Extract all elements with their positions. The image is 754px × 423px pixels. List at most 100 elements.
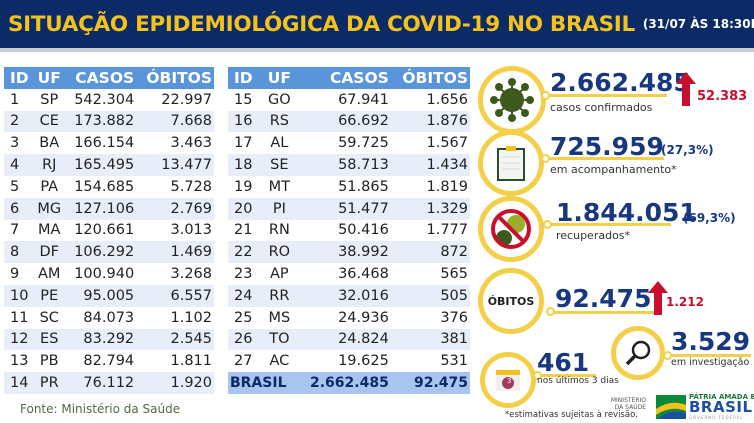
row-uf: PI (262, 197, 297, 220)
row-uf: ES (33, 328, 65, 351)
table-row: 11 SC 84.073 1.102 (4, 307, 214, 329)
row-uf: GO (268, 91, 291, 108)
row-uf: AL (270, 135, 289, 152)
row-cases: 95.005 (64, 284, 137, 307)
magnifier-icon (611, 326, 665, 380)
calendar-icon: 3 (480, 352, 536, 408)
source-note: Fonte: Ministério da Saúde (20, 402, 181, 416)
table-row: 9 AM 100.940 3.268 (4, 263, 214, 285)
row-cases: 59.725 (338, 135, 389, 152)
table-row: 8 DF 106.292 1.469 (4, 241, 214, 264)
row-id: 4 (4, 154, 34, 176)
table-row: 23 AP 36.468 565 (228, 263, 470, 285)
table-row: 7 MA 120.661 3.013 (4, 220, 214, 242)
gov-logo-brasil: BRASIL (689, 398, 753, 416)
gov-logo: PÁTRIA AMADA BRASIL BRASIL GOVERNO FEDER… (656, 393, 754, 421)
row-cases: 76.112 (64, 372, 137, 394)
row-cases: 58.713 (296, 154, 391, 176)
row-uf: SC (39, 309, 59, 326)
row-uf: AM (38, 266, 61, 283)
table-row: 18 SE 58.713 1.434 (228, 154, 470, 176)
row-id: 2 (4, 110, 34, 133)
deaths-badge: ÓBITOS (478, 268, 544, 334)
row-cases: 51.477 (296, 197, 391, 220)
row-deaths: 1.777 (426, 222, 468, 239)
row-deaths: 3.268 (170, 266, 212, 283)
calendar-day: 3 (507, 377, 512, 385)
total-deaths: 92.475 (390, 372, 470, 394)
row-id: 27 (234, 353, 253, 370)
row-uf: DF (33, 241, 65, 264)
table-row: 22 RO 38.992 872 (228, 241, 470, 264)
divider (549, 94, 667, 97)
row-uf: CE (33, 110, 65, 133)
row-uf: MS (268, 309, 291, 326)
ministry-logo: MINISTÉRIO DA SAÚDE (608, 397, 646, 411)
table-row: 21 RN 50.416 1.777 (228, 220, 470, 242)
deaths-badge-label: ÓBITOS (487, 294, 535, 308)
row-deaths: 1.920 (136, 372, 214, 394)
row-id: 15 (234, 91, 253, 108)
arrow-up-icon (648, 281, 668, 315)
row-deaths: 565 (440, 266, 468, 283)
divider (554, 311, 654, 314)
row-deaths: 872 (390, 241, 470, 264)
table-row: 15 GO 67.941 1.656 (228, 89, 470, 111)
states-table-left: ID UF CASOS ÓBITOS 1 SP 542.304 22.997 2 CE 173.88… (4, 67, 214, 394)
row-id: 24 (228, 284, 262, 307)
row-id: 6 (4, 197, 34, 220)
table-row: 26 TO 24.824 381 (228, 328, 470, 351)
row-id: 18 (228, 154, 262, 176)
row-cases: 51.865 (338, 178, 389, 195)
row-uf: SP (40, 91, 59, 108)
row-uf: PE (33, 284, 65, 307)
row-uf: SE (262, 154, 297, 176)
gov-logo-sub: GOVERNO FEDERAL (689, 415, 744, 420)
table-row: 19 MT 51.865 1.819 (228, 176, 470, 198)
row-id: 22 (228, 241, 262, 264)
monitoring-percent: (27,3%) (661, 143, 714, 157)
row-uf: TO (262, 328, 297, 351)
row-id: 3 (10, 135, 20, 152)
row-id: 12 (4, 328, 34, 351)
row-deaths: 22.997 (161, 91, 212, 108)
row-uf: RN (268, 222, 290, 239)
arrow-up-icon (676, 72, 696, 106)
divider (671, 354, 751, 357)
row-cases: 166.154 (74, 135, 135, 152)
row-deaths: 1.329 (390, 197, 470, 220)
row-cases: 106.292 (64, 241, 137, 264)
row-deaths: 6.557 (136, 284, 214, 307)
row-deaths: 381 (390, 328, 470, 351)
row-cases: 165.495 (64, 154, 137, 176)
row-id: 8 (4, 241, 34, 264)
row-cases: 83.292 (64, 328, 137, 351)
column-header: CASOS (296, 67, 391, 89)
recovered-value: 1.844.051 (556, 198, 697, 227)
row-cases: 100.940 (74, 266, 135, 283)
divider (549, 157, 664, 160)
recent-label: nos últimos 3 dias (537, 376, 619, 386)
column-header: ÓBITOS (136, 67, 214, 89)
row-id: 10 (4, 284, 34, 307)
row-cases: 36.468 (338, 266, 389, 283)
row-deaths: 1.567 (426, 135, 468, 152)
recovered-percent: (69,3%) (683, 211, 736, 225)
investigation-label: em investigação (671, 357, 750, 368)
table-row: 10 PE 95.005 6.557 (4, 284, 214, 307)
row-deaths: 2.769 (136, 197, 214, 220)
monitoring-label: em acompanhamento* (550, 163, 677, 176)
table-row: 2 CE 173.882 7.668 (4, 110, 214, 133)
row-uf: RR (262, 284, 297, 307)
row-deaths: 13.477 (136, 154, 214, 176)
row-id: 7 (10, 222, 20, 239)
recovered-label: recuperados* (556, 229, 631, 242)
row-deaths: 3.463 (170, 135, 212, 152)
row-deaths: 376 (440, 309, 468, 326)
row-id: 17 (234, 135, 253, 152)
row-cases: 154.685 (74, 178, 135, 195)
row-id: 9 (10, 266, 20, 283)
table-row: 5 PA 154.685 5.728 (4, 176, 214, 198)
row-cases: 66.692 (296, 110, 391, 133)
row-uf: MA (38, 222, 61, 239)
